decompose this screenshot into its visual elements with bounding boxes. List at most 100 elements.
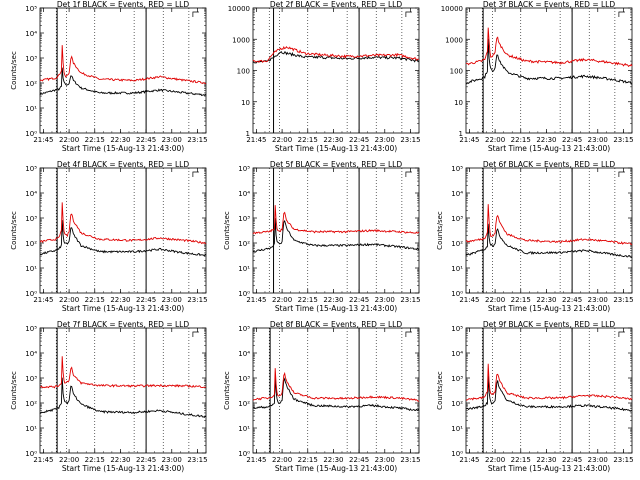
x-tick-label: 22:15 [85, 136, 105, 144]
y-tick-label: 10³ [25, 215, 37, 223]
bracket-marker [192, 171, 199, 177]
y-axis-label: Counts/sec [223, 211, 231, 250]
plot-frame [252, 327, 420, 454]
x-axis-label: Start Time (15-Aug-13 21:43:00) [275, 144, 397, 153]
series-line-red [465, 204, 633, 246]
x-tick-label: 22:45 [349, 456, 369, 464]
x-tick-label: 21:45 [459, 456, 479, 464]
plot-frame [252, 7, 420, 134]
plot-frame [465, 7, 633, 134]
x-tick-label: 22:15 [85, 296, 105, 304]
y-tick-label: 10³ [451, 375, 463, 383]
chart-panel-7: Det 7f BLACK = Events, RED = LLD 10⁰ 10¹ 10… [10, 320, 208, 473]
plot-frame [252, 167, 420, 294]
y-axis-label: Counts/sec [223, 371, 231, 410]
y-tick-label: 10² [25, 80, 37, 88]
x-tick-label: 22:15 [511, 296, 531, 304]
plot-frame [465, 167, 633, 294]
x-axis-label: Start Time (15-Aug-13 21:43:00) [275, 464, 397, 473]
x-tick-label: 22:15 [511, 136, 531, 144]
y-tick-label: 100 [237, 68, 250, 76]
x-tick-label: 23:15 [613, 296, 633, 304]
y-tick-label: 10¹ [25, 425, 37, 433]
y-tick-label: 10⁰ [25, 290, 37, 298]
y-tick-label: 10¹ [451, 425, 463, 433]
y-tick-label: 10⁴ [238, 350, 250, 358]
x-tick-label: 23:15 [187, 456, 207, 464]
y-tick-label: 10² [451, 240, 463, 248]
x-tick-label: 21:45 [246, 456, 266, 464]
x-tick-label: 23:00 [375, 136, 395, 144]
x-tick-label: 22:00 [272, 136, 292, 144]
y-tick-label: 10³ [238, 215, 250, 223]
y-tick-label: 10 [454, 99, 463, 107]
x-tick-label: 23:00 [375, 296, 395, 304]
series-line-red [465, 27, 633, 68]
y-tick-label: 10⁵ [25, 325, 37, 333]
chart-title: Det 4f BLACK = Events, RED = LLD [57, 160, 190, 169]
x-axis-label: Start Time (15-Aug-13 21:43:00) [62, 304, 184, 313]
y-tick-label: 10⁵ [451, 165, 463, 173]
x-tick-label: 23:00 [588, 136, 608, 144]
series-line-black [39, 67, 207, 97]
chart-panel-4: Det 4f BLACK = Events, RED = LLD 10⁰ 10¹ 10… [10, 160, 208, 313]
x-axis-label: Start Time (15-Aug-13 21:43:00) [488, 144, 610, 153]
chart-title: Det 9f BLACK = Events, RED = LLD [483, 320, 616, 329]
x-axis-label: Start Time (15-Aug-13 21:43:00) [488, 464, 610, 473]
series-line-red [39, 202, 207, 245]
x-tick-label: 21:45 [33, 136, 53, 144]
series-line-black [465, 38, 633, 85]
x-tick-label: 23:00 [588, 296, 608, 304]
y-tick-label: 10¹ [25, 105, 37, 113]
chart-title: Det 1f BLACK = Events, RED = LLD [57, 0, 190, 9]
y-tick-label: 10⁵ [451, 325, 463, 333]
x-tick-label: 22:00 [272, 456, 292, 464]
x-tick-label: 22:45 [562, 296, 582, 304]
x-tick-label: 22:45 [349, 296, 369, 304]
y-tick-label: 1000 [445, 36, 463, 44]
y-tick-label: 10⁴ [451, 350, 463, 358]
y-tick-label: 10³ [451, 215, 463, 223]
y-tick-label: 10⁴ [25, 190, 37, 198]
x-axis-label: Start Time (15-Aug-13 21:43:00) [62, 144, 184, 153]
y-tick-label: 10⁰ [25, 450, 37, 458]
y-tick-label: 10¹ [451, 265, 463, 273]
x-tick-label: 23:15 [400, 296, 420, 304]
x-tick-label: 23:00 [162, 136, 182, 144]
series-line-black [39, 377, 207, 419]
chart-title: Det 7f BLACK = Events, RED = LLD [57, 320, 190, 329]
x-tick-label: 22:15 [298, 136, 318, 144]
y-tick-label: 10⁵ [25, 5, 37, 13]
bracket-marker [192, 11, 199, 17]
y-axis-label: Counts/sec [10, 211, 18, 250]
plot-frame [39, 167, 207, 294]
plot-frame [39, 7, 207, 134]
y-tick-label: 10⁴ [238, 190, 250, 198]
x-tick-label: 22:30 [110, 136, 130, 144]
bracket-marker [618, 11, 625, 17]
bracket-marker [405, 331, 412, 337]
x-tick-label: 22:00 [485, 456, 505, 464]
chart-panel-3: Det 3f BLACK = Events, RED = LLD 1 10 100 10… [441, 0, 634, 153]
x-tick-label: 22:15 [85, 456, 105, 464]
x-tick-label: 21:45 [246, 296, 266, 304]
y-tick-label: 10000 [228, 5, 250, 13]
y-tick-label: 10⁰ [451, 290, 463, 298]
plot-frame [465, 327, 633, 454]
y-tick-label: 1 [246, 130, 250, 138]
y-tick-label: 10⁰ [238, 290, 250, 298]
x-tick-label: 23:15 [613, 136, 633, 144]
x-tick-label: 21:45 [246, 136, 266, 144]
series-line-red [466, 363, 633, 401]
chart-panel-5: Det 5f BLACK = Events, RED = LLD 10⁰ 10¹ 10… [223, 160, 421, 313]
x-tick-label: 22:45 [136, 136, 156, 144]
x-tick-label: 22:30 [110, 456, 130, 464]
y-tick-label: 10⁴ [451, 190, 463, 198]
series-line-black [252, 50, 420, 64]
y-tick-label: 10⁰ [238, 450, 250, 458]
y-tick-label: 10² [238, 240, 250, 248]
y-tick-label: 10³ [25, 55, 37, 63]
x-tick-label: 22:45 [136, 456, 156, 464]
x-tick-label: 22:00 [485, 136, 505, 144]
